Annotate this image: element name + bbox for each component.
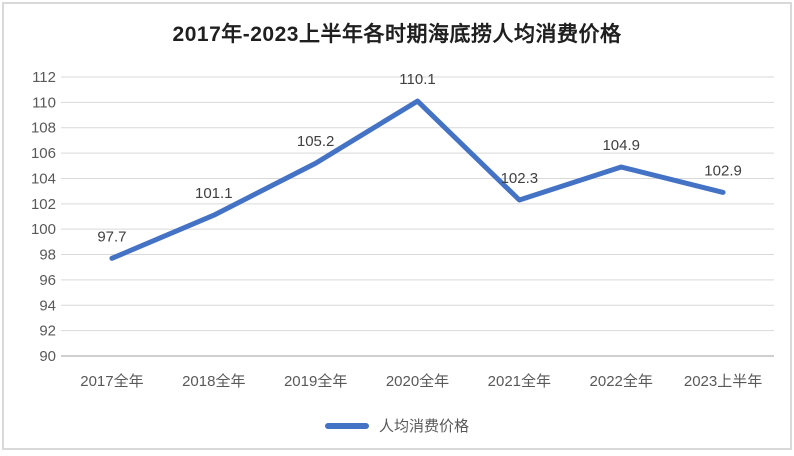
y-tick-label: 108	[31, 120, 56, 137]
y-tick-label: 96	[39, 272, 56, 289]
y-tick-label: 100	[31, 221, 56, 238]
data-label: 105.2	[297, 133, 335, 150]
series-line	[109, 98, 726, 261]
x-tick-label: 2017全年	[80, 372, 143, 390]
data-label: 110.1	[399, 71, 435, 88]
legend-line-marker	[324, 422, 369, 429]
chart-frame: 2017年-2023上半年各时期海底捞人均消费价格 90 92 94 96 98 100 1…	[2, 2, 792, 450]
data-label: 102.9	[704, 162, 742, 179]
data-label: 104.9	[602, 137, 640, 154]
x-tick-label: 2021全年	[488, 372, 551, 390]
data-label: 97.7	[97, 228, 126, 245]
legend: 人均消费价格	[4, 415, 790, 436]
data-label: 102.3	[501, 170, 539, 187]
chart-title: 2017年-2023上半年各时期海底捞人均消费价格	[172, 23, 622, 46]
y-tick-label: 90	[39, 348, 56, 365]
y-tick-label: 104	[31, 170, 56, 187]
x-tick-labels: 2017全年 2018全年 2019全年 2020全年 2021全年 2022全年 2023…	[80, 372, 762, 390]
x-tick-label: 2020全年	[386, 372, 449, 390]
y-tick-label: 110	[32, 94, 56, 111]
y-tick-label: 106	[31, 145, 56, 162]
x-tick-label: 2018全年	[182, 372, 245, 390]
data-label: 101.1	[195, 185, 233, 202]
data-labels: 97.7 101.1 105.2 110.1 102.3 104.9 102.9	[97, 71, 742, 245]
y-tick-label: 112	[32, 69, 56, 86]
series-polyline	[109, 98, 726, 261]
x-tick-label: 2023上半年	[684, 373, 762, 390]
legend-label: 人均消费价格	[378, 418, 469, 435]
x-tick-label: 2022全年	[590, 372, 653, 390]
y-tick-labels: 90 92 94 96 98 100 102 104 106 108 110 112	[31, 69, 56, 365]
y-tick-label: 94	[39, 297, 56, 314]
x-tick-label: 2019全年	[284, 372, 347, 390]
y-tick-label: 98	[39, 247, 56, 264]
y-tick-label: 92	[39, 323, 56, 340]
y-tick-label: 102	[31, 196, 56, 213]
gridlines	[61, 76, 774, 357]
